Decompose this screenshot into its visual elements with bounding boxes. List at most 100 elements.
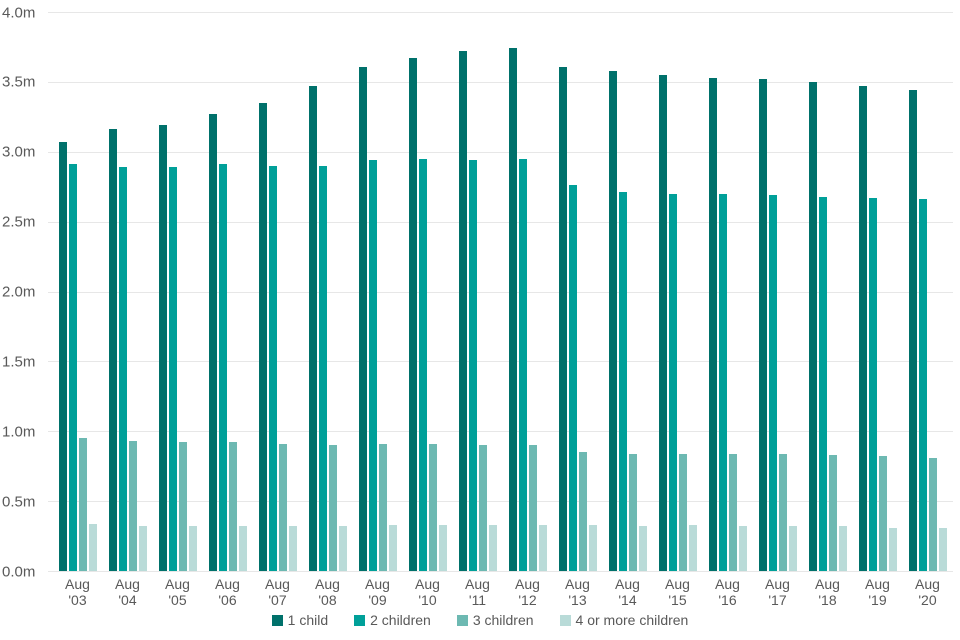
bar-1-child-aug-08: [308, 86, 317, 571]
bar-3-children-aug-09: [378, 443, 387, 571]
bar-2-children-aug-17: [768, 195, 777, 571]
bar-2-children-aug-11: [468, 160, 477, 571]
x-axis-tick-label-line: Aug: [665, 576, 690, 592]
bar-2-children-aug-18: [818, 196, 827, 571]
x-axis-tick-label: Aug '12: [496, 576, 560, 608]
legend-label: 2 children: [370, 612, 431, 628]
x-axis-tick-label-line: Aug: [165, 576, 190, 592]
x-axis-tick-label: Aug '09: [346, 576, 410, 608]
bar-4-or-more-children-aug-10: [438, 524, 447, 571]
x-axis-tick-label: Aug '07: [246, 576, 310, 608]
legend-label: 4 or more children: [575, 612, 689, 628]
x-axis-tick-label-line: '16: [718, 592, 737, 608]
bar-1-child-aug-07: [258, 102, 267, 571]
x-axis-tick-label-line: Aug: [365, 576, 390, 592]
bar-1-child-aug-09: [358, 66, 367, 571]
bar-1-child-aug-13: [558, 66, 567, 571]
bar-2-children-aug-16: [718, 193, 727, 571]
bar-4-or-more-children-aug-19: [888, 527, 897, 571]
gridline: [48, 221, 953, 223]
bar-3-children-aug-05: [178, 442, 187, 571]
bar-3-children-aug-03: [78, 438, 87, 571]
x-axis-tick-label: Aug '18: [796, 576, 860, 608]
x-axis-tick-label-line: Aug: [265, 576, 290, 592]
x-axis-tick-label-line: '11: [468, 592, 487, 608]
x-axis-tick-label-line: Aug: [565, 576, 590, 592]
y-axis-tick-label: 3.0m: [2, 143, 36, 161]
bar-2-children-aug-19: [868, 197, 877, 571]
bar-2-children-aug-05: [168, 167, 177, 571]
bar-1-child-aug-20: [908, 90, 917, 571]
x-axis-tick-label-line: '10: [418, 592, 437, 608]
bar-4-or-more-children-aug-13: [588, 524, 597, 571]
x-axis-tick-label-line: '12: [518, 592, 537, 608]
x-axis-tick-label: Aug '06: [196, 576, 260, 608]
x-axis-tick-label-line: '19: [868, 592, 887, 608]
bar-4-or-more-children-aug-11: [488, 524, 497, 571]
y-axis-tick-label: 0.0m: [2, 563, 36, 580]
x-axis-tick-label-line: Aug: [765, 576, 790, 592]
x-axis-tick-label: Aug '14: [596, 576, 660, 608]
bar-2-children-aug-14: [618, 192, 627, 571]
x-axis-tick-label-line: '03: [68, 592, 87, 608]
bar-1-child-aug-10: [408, 58, 417, 571]
bar-1-child-aug-11: [458, 51, 467, 571]
legend-swatch-icon: [559, 614, 571, 626]
bar-2-children-aug-07: [268, 165, 277, 571]
x-axis-tick-label: Aug '04: [96, 576, 160, 608]
bar-1-child-aug-12: [508, 48, 517, 571]
bar-3-children-aug-18: [828, 455, 837, 571]
x-axis-tick-label-line: '17: [768, 592, 787, 608]
bar-3-children-aug-10: [428, 443, 437, 571]
bar-1-child-aug-18: [808, 81, 817, 571]
bar-1-child-aug-06: [208, 114, 217, 571]
bar-4-or-more-children-aug-03: [88, 523, 97, 571]
gridline: [48, 151, 953, 153]
bar-3-children-aug-19: [878, 456, 887, 571]
bar-4-or-more-children-aug-18: [838, 526, 847, 571]
y-axis-tick-label: 2.5m: [2, 213, 36, 231]
bar-4-or-more-children-aug-07: [288, 526, 297, 571]
legend-item-4-or-more-children: 4 or more children: [559, 612, 689, 628]
x-axis-tick-label: Aug '03: [46, 576, 110, 608]
bar-3-children-aug-16: [728, 453, 737, 571]
x-axis-tick-label: Aug '08: [296, 576, 360, 608]
bar-1-child-aug-04: [108, 129, 117, 571]
x-axis-tick-label-line: '04: [118, 592, 137, 608]
gridline: [48, 12, 953, 13]
gridline: [48, 501, 953, 503]
bar-4-or-more-children-aug-05: [188, 526, 197, 571]
x-axis-tick-label: Aug '17: [746, 576, 810, 608]
x-axis-tick-label-line: '13: [568, 592, 587, 608]
legend-item-2-children: 2 children: [354, 612, 431, 628]
y-axis-tick-label: 2.0m: [2, 283, 36, 301]
gridline: [48, 571, 953, 572]
x-axis-tick-label: Aug '10: [396, 576, 460, 608]
x-axis-tick-label-line: Aug: [515, 576, 540, 592]
legend-swatch-icon: [456, 614, 468, 626]
bar-1-child-aug-03: [58, 142, 67, 571]
bar-1-child-aug-15: [658, 74, 667, 571]
gridline: [48, 361, 953, 363]
x-axis-tick-label-line: '06: [218, 592, 237, 608]
bar-3-children-aug-15: [678, 453, 687, 571]
bar-3-children-aug-17: [778, 453, 787, 571]
bar-3-children-aug-12: [528, 445, 537, 571]
bar-3-children-aug-13: [578, 452, 587, 571]
x-axis-tick-label-line: Aug: [615, 576, 640, 592]
y-axis-tick-label: 4.0m: [2, 4, 36, 21]
legend-swatch-icon: [271, 614, 283, 626]
x-axis-tick-label-line: Aug: [715, 576, 740, 592]
x-axis-tick-label: Aug '16: [696, 576, 760, 608]
x-axis-tick-label-line: Aug: [415, 576, 440, 592]
gridline: [48, 291, 953, 293]
x-axis-tick-label-line: '08: [318, 592, 337, 608]
x-axis-tick-label: Aug '20: [896, 576, 960, 608]
x-axis-tick-label-line: '09: [368, 592, 387, 608]
gridline: [48, 431, 953, 433]
x-axis-tick-label-line: Aug: [65, 576, 90, 592]
bar-2-children-aug-06: [218, 164, 227, 571]
bar-4-or-more-children-aug-12: [538, 524, 547, 571]
bar-2-children-aug-09: [368, 160, 377, 571]
y-axis-tick-label: 0.5m: [2, 493, 36, 511]
